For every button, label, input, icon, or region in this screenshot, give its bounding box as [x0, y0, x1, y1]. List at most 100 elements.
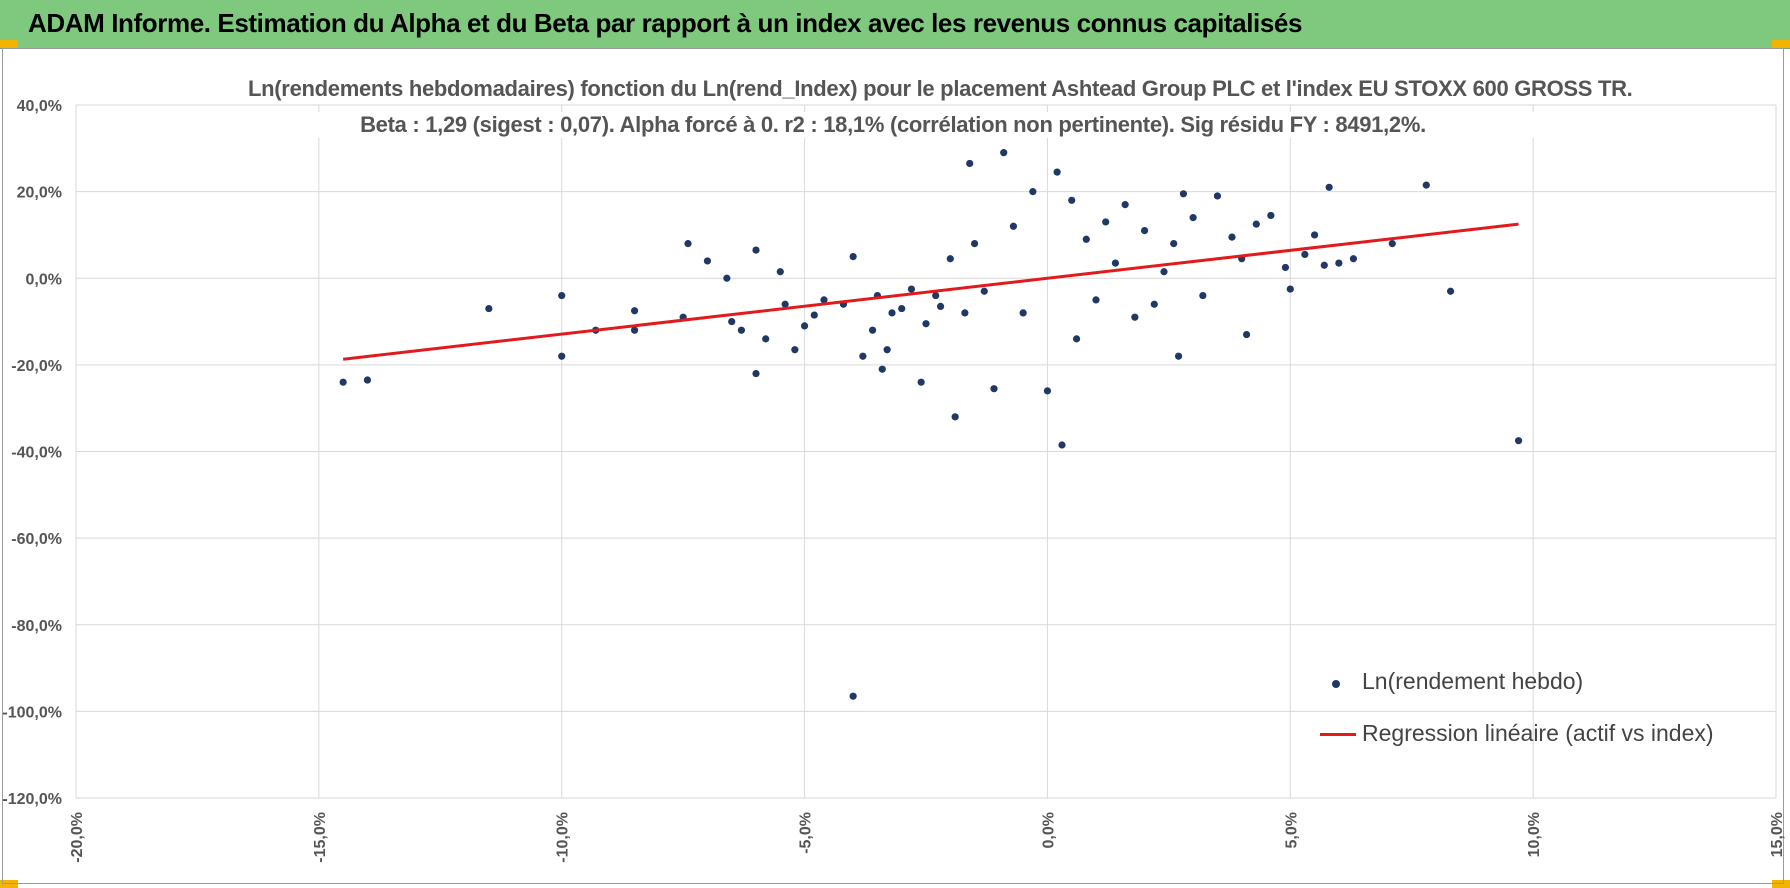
- data-point: [723, 274, 731, 282]
- y-tick-label: -60,0%: [11, 531, 62, 548]
- x-tick-label: -5,0%: [798, 812, 815, 854]
- data-point: [888, 309, 896, 317]
- data-point: [1009, 222, 1018, 230]
- regression-layer: [342, 222, 1519, 361]
- data-point: [737, 326, 746, 334]
- data-point: [800, 322, 809, 330]
- data-point: [1174, 352, 1183, 360]
- data-point: [752, 246, 760, 254]
- data-point: [932, 291, 940, 300]
- data-point: [1267, 211, 1275, 220]
- y-tick-label: -20,0%: [11, 358, 62, 375]
- data-point: [922, 320, 930, 328]
- data-point: [859, 352, 867, 360]
- data-point: [868, 326, 877, 334]
- data-point: [1000, 149, 1008, 157]
- data-point: [728, 317, 736, 326]
- data-point: [1131, 313, 1139, 321]
- y-tick-label: 20,0%: [17, 185, 62, 202]
- data-point: [1111, 259, 1120, 267]
- data-point: [630, 326, 639, 334]
- chart-frame: [2, 48, 1784, 884]
- data-point: [1072, 335, 1081, 343]
- data-point: [878, 365, 886, 373]
- data-point: [1301, 250, 1309, 259]
- data-point: [1320, 261, 1328, 269]
- data-point: [820, 296, 828, 304]
- corner-marker: [0, 40, 18, 48]
- data-point: [781, 300, 789, 308]
- data-point: [1082, 235, 1090, 243]
- data-point: [762, 335, 770, 343]
- data-point: [1140, 227, 1149, 235]
- y-tick-label: -40,0%: [11, 445, 62, 462]
- data-point: [1388, 240, 1396, 248]
- data-point: [966, 159, 974, 168]
- data-point: [990, 385, 998, 393]
- data-point: [946, 255, 954, 263]
- chart-subtitle: Beta : 1,29 (sigest : 0,07). Alpha forcé…: [248, 112, 1538, 138]
- data-point: [1286, 285, 1294, 293]
- data-point: [849, 252, 857, 261]
- data-point: [810, 311, 818, 319]
- data-point: [1019, 309, 1027, 317]
- line-marker-icon: [1320, 733, 1356, 736]
- x-tick-label: 0,0%: [1040, 812, 1057, 848]
- legend-label-regression: Regression linéaire (actif vs index): [1362, 720, 1714, 746]
- data-point: [791, 346, 799, 354]
- x-tick-label: -15,0%: [312, 812, 329, 863]
- data-point: [1335, 259, 1343, 267]
- data-point: [485, 304, 493, 313]
- data-point: [1160, 268, 1168, 276]
- data-point: [1422, 181, 1430, 189]
- y-tick-label: 40,0%: [17, 98, 62, 115]
- x-tick-label: 5,0%: [1283, 812, 1300, 848]
- data-point: [1310, 231, 1319, 239]
- page-title: ADAM Informe. Estimation du Alpha et du …: [28, 8, 1303, 38]
- data-point: [339, 378, 347, 386]
- data-point: [1189, 214, 1197, 222]
- y-tick-label: -80,0%: [11, 618, 62, 635]
- chart-title: Ln(rendements hebdomadaires) fonction du…: [248, 76, 1633, 102]
- x-tick-label: -20,0%: [69, 812, 86, 863]
- x-tick-label: 15,0%: [1769, 812, 1786, 857]
- data-point: [936, 302, 945, 311]
- data-point: [630, 307, 639, 315]
- data-point: [752, 369, 760, 378]
- data-point: [1199, 291, 1207, 300]
- data-point: [558, 352, 566, 360]
- data-point: [1325, 183, 1333, 191]
- data-point: [883, 346, 891, 354]
- data-point: [1213, 192, 1222, 200]
- corner-marker: [0, 880, 18, 888]
- data-point: [980, 287, 988, 295]
- y-tick-label: -120,0%: [2, 791, 62, 808]
- data-point: [776, 268, 784, 276]
- data-point: [1281, 263, 1290, 272]
- y-tick-label: -100,0%: [2, 704, 62, 721]
- header-banner: ADAM Informe. Estimation du Alpha et du …: [0, 0, 1790, 49]
- data-point: [849, 692, 857, 700]
- data-point: [1252, 220, 1260, 228]
- data-point: [1179, 190, 1188, 198]
- data-point: [1121, 201, 1129, 209]
- y-tick-label: 0,0%: [26, 271, 62, 288]
- data-point: [363, 376, 372, 384]
- data-point: [961, 309, 969, 317]
- data-point: [898, 304, 906, 313]
- regression-line: [342, 222, 1519, 361]
- scatter-marker-icon: [1332, 680, 1340, 688]
- data-point: [1058, 441, 1066, 449]
- data-point: [1242, 330, 1251, 339]
- data-point: [703, 257, 712, 265]
- x-tick-label: -10,0%: [555, 812, 572, 863]
- corner-marker: [1772, 40, 1790, 48]
- data-point: [684, 240, 692, 248]
- data-point: [1053, 168, 1061, 176]
- data-point: [970, 240, 979, 248]
- data-point: [907, 285, 916, 293]
- data-point: [1043, 387, 1052, 395]
- gridlines: [75, 104, 1777, 799]
- data-point: [558, 291, 566, 300]
